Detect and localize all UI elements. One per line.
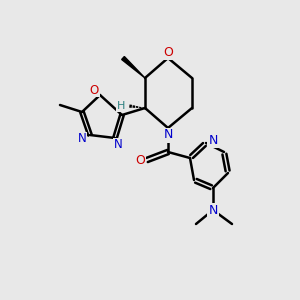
Text: H: H [117, 101, 125, 111]
Polygon shape [122, 56, 145, 78]
Text: N: N [78, 133, 86, 146]
Text: N: N [208, 203, 218, 217]
Text: O: O [89, 83, 99, 97]
Text: N: N [208, 134, 218, 146]
Text: O: O [135, 154, 145, 167]
Text: O: O [163, 46, 173, 59]
Text: N: N [114, 139, 122, 152]
Text: N: N [163, 128, 173, 142]
